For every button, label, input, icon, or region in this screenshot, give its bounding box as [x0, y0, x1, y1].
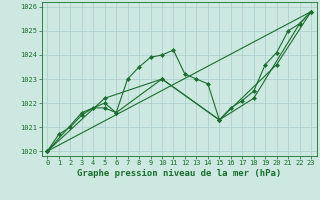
X-axis label: Graphe pression niveau de la mer (hPa): Graphe pression niveau de la mer (hPa) [77, 169, 281, 178]
